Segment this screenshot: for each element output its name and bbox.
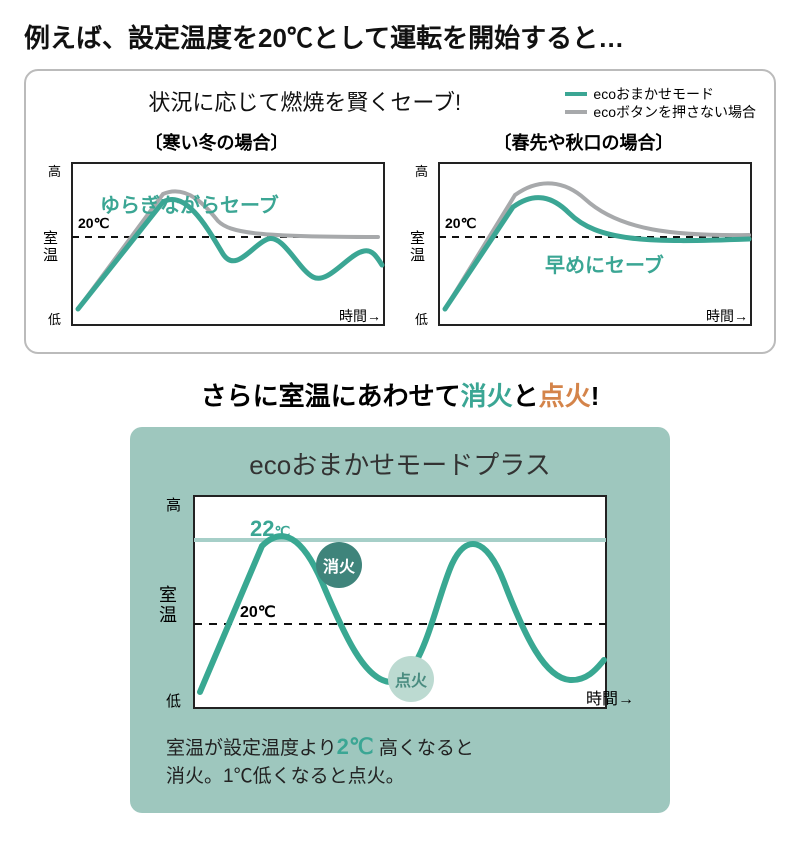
top-panel: 状況に応じて燃焼を賢くセーブ! ecoおまかせモード ecoボタンを押さない場合…: [24, 69, 776, 354]
axis-mid-left: 室温: [42, 230, 57, 264]
sub-pre: さらに室温にあわせて: [201, 381, 461, 411]
chart-bottom: 高 室温 低 22℃ 20℃ 消火 点火 時間→: [190, 492, 642, 717]
axis-high-right: 高: [415, 161, 428, 180]
chart-left: 高 室温 低 20℃ ゆらぎながらセーブ 時間→: [68, 159, 389, 334]
axis-low-left: 低: [48, 309, 61, 328]
bottom-desc: 室温が設定温度より2℃ 高くなると 消火。1℃低くなると点火。: [158, 731, 642, 790]
sub-word1: 消火: [461, 381, 513, 411]
panel-title: 状況に応じて燃焼を賢くセーブ!: [44, 85, 565, 117]
xlabel-bottom: 時間→: [586, 685, 634, 709]
axis-high-left: 高: [48, 161, 61, 180]
temp-22-label: 22℃: [250, 516, 290, 542]
bottom-card: ecoおまかせモードプラス 高 室温 低 22℃ 20℃ 消火 点火 時間→ 室…: [130, 427, 670, 812]
axis-high-bottom: 高: [166, 494, 181, 515]
chart-right-svg: [435, 159, 755, 329]
sub-mid: と: [513, 381, 539, 411]
chart-left-title: 〔寒い冬の場合〕: [44, 129, 389, 155]
bottom-title: ecoおまかせモードプラス: [158, 445, 642, 482]
chart-left-svg: [68, 159, 388, 329]
chart-right-title: 〔春先や秋口の場合〕: [411, 129, 756, 155]
chart-right: 高 室温 低 20℃ 早めにセーブ 時間→: [435, 159, 756, 334]
legend-label-noeco: ecoボタンを押さない場合: [593, 103, 756, 121]
axis-low-right: 低: [415, 309, 428, 328]
axis-low-bottom: 低: [166, 690, 181, 711]
axis-mid-right: 室温: [409, 230, 424, 264]
axis-mid-bottom: 室温: [158, 585, 176, 625]
y20-right: 20℃: [445, 215, 476, 232]
legend-swatch-eco: [565, 92, 587, 96]
sub-headline: さらに室温にあわせて消火と点火!: [24, 376, 776, 413]
sub-word2: 点火: [539, 381, 591, 411]
y20-bottom: 20℃: [240, 602, 276, 622]
legend: ecoおまかせモード ecoボタンを押さない場合: [565, 85, 756, 121]
xlabel-right: 時間→: [706, 306, 748, 326]
sub-post: !: [591, 381, 600, 411]
legend-swatch-noeco: [565, 110, 587, 114]
legend-label-eco: ecoおまかせモード: [593, 85, 714, 103]
xlabel-left: 時間→: [339, 306, 381, 326]
overlay-right: 早めにセーブ: [545, 249, 664, 278]
headline: 例えば、設定温度を20℃として運転を開始すると…: [24, 18, 776, 55]
overlay-left: ゆらぎながらセーブ: [100, 189, 279, 218]
